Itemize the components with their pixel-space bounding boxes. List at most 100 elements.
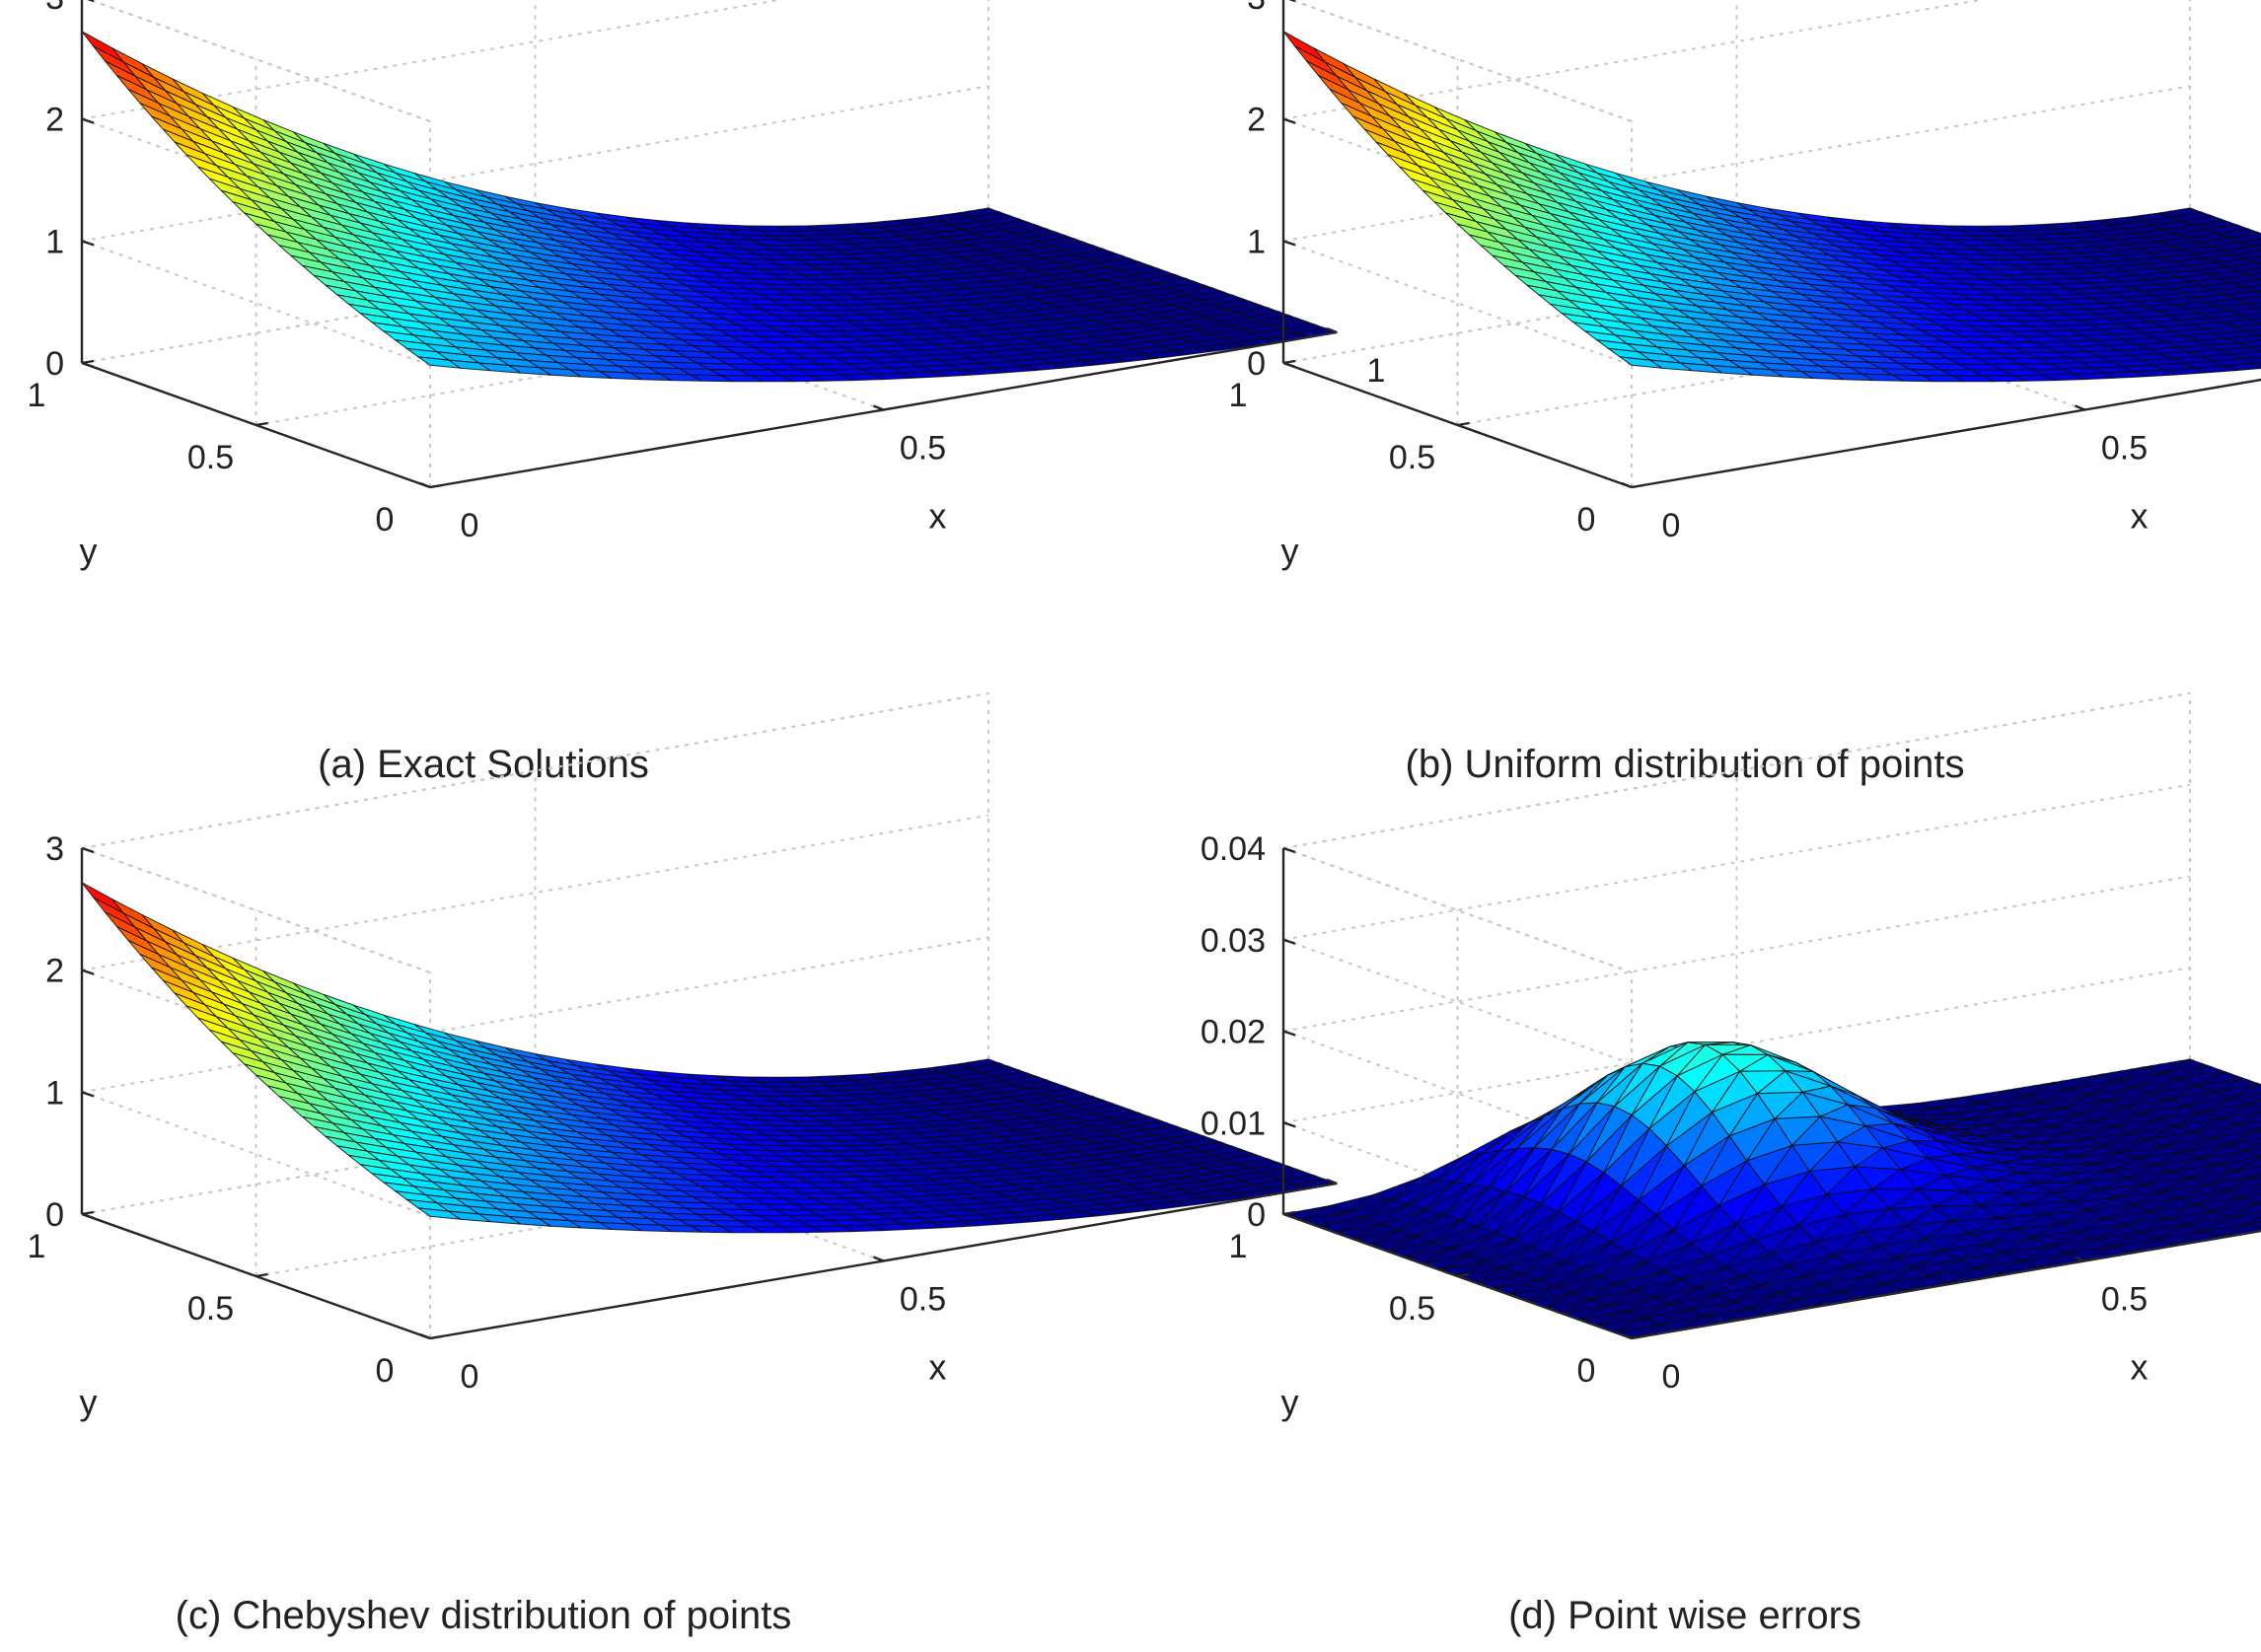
x-axis-label: x <box>929 496 947 537</box>
y-axis-label: y <box>80 1382 98 1422</box>
z-tick-label: 0 <box>1247 345 1266 383</box>
x-tick-label: 0 <box>461 507 479 544</box>
y-tick-mark <box>429 1334 443 1340</box>
surface <box>81 882 1339 1234</box>
z-tick-label: 0 <box>45 1196 64 1234</box>
z-tick-mark <box>1288 0 1296 3</box>
surface <box>1282 31 2261 383</box>
surface-patch <box>2236 1119 2261 1131</box>
y-tick-label: 0 <box>376 1352 395 1390</box>
z-tick-mark <box>87 0 95 3</box>
y-tick-label: 0 <box>1577 501 1596 539</box>
z-tick-mark <box>81 361 95 369</box>
z-tick-mark <box>81 117 95 124</box>
x-tick-mark <box>2075 404 2085 411</box>
surface-patch <box>2255 1127 2261 1131</box>
grid-line <box>87 0 431 122</box>
y-tick-label: 0.5 <box>1389 1290 1435 1328</box>
x-tick-label: 0 <box>1662 507 1681 544</box>
z-tick-label: 2 <box>45 102 64 139</box>
surface-patch <box>2240 312 2261 321</box>
z-tick-mark <box>1282 1030 1296 1037</box>
z-tick-mark <box>81 846 95 854</box>
surface-patch <box>2254 290 2261 295</box>
grid-line <box>81 1091 431 1218</box>
z-tick-mark <box>1282 1121 1296 1128</box>
y-tick-mark <box>1457 1272 1470 1278</box>
z-tick-mark <box>81 969 95 975</box>
grid-line <box>1288 0 1633 122</box>
y-tick-mark <box>1631 483 1644 489</box>
z-tick-label: 1 <box>45 223 64 260</box>
surface-patch <box>2240 238 2261 248</box>
y-tick-label: 0 <box>376 501 395 539</box>
z-tick-mark <box>1282 938 1296 945</box>
y-tick-label: 1 <box>1229 1228 1248 1265</box>
z-tick-label: 3 <box>1247 0 1266 17</box>
x-axis-label: x <box>2131 1347 2149 1388</box>
x-tick-mark <box>873 1256 884 1262</box>
y-tick-mark <box>1631 1334 1644 1340</box>
z-tick-label: 0.01 <box>1201 1105 1266 1142</box>
y-tick-label: 0.5 <box>1389 439 1435 476</box>
z-tick-label: 0 <box>45 345 64 383</box>
z-tick-mark <box>81 240 95 247</box>
surface-patch <box>2231 278 2261 288</box>
surface-patch <box>2238 267 2261 276</box>
surface-patch <box>2238 1113 2261 1125</box>
surface-patch <box>2242 356 2261 364</box>
z-tick-mark <box>1282 1212 1296 1220</box>
surface-patch <box>2250 244 2261 251</box>
z-tick-label: 3 <box>45 830 64 868</box>
surface-patch <box>2233 323 2261 332</box>
y-tick-label: 0.5 <box>187 439 234 476</box>
surface-patch <box>2233 250 2261 259</box>
x-tick-mark <box>1621 1332 1633 1340</box>
x-tick-mark <box>1326 326 1338 334</box>
z-tick-label: 1 <box>45 1074 64 1112</box>
surface-patch <box>2250 1175 2261 1182</box>
y-tick-label: 0 <box>1577 1352 1596 1390</box>
surface-patch <box>2252 1172 2261 1178</box>
surface <box>81 31 1339 383</box>
x-tick-label: 0 <box>1662 1358 1681 1396</box>
y-axis-label: y <box>80 531 98 571</box>
surface-patch <box>2249 345 2261 352</box>
surface-patch <box>2254 362 2261 367</box>
x-tick-mark <box>2075 1256 2085 1262</box>
z-tick-mark <box>81 1212 95 1220</box>
y-tick-mark <box>1457 421 1470 427</box>
y-tick-mark <box>255 421 268 427</box>
surface <box>1281 1041 2261 1339</box>
surface-patch <box>2245 328 2261 336</box>
z-tick-mark <box>81 1091 95 1098</box>
x-tick-label: 0 <box>461 1358 479 1396</box>
subplot-caption: (d) Point wise errors <box>1508 1594 1861 1637</box>
y-tick-mark <box>429 483 443 489</box>
x-tick-label: 0.5 <box>900 1281 946 1319</box>
z-tick-mark <box>1282 846 1296 854</box>
z-tick-mark <box>1282 240 1296 247</box>
z-tick-label: 0.02 <box>1201 1014 1266 1051</box>
surface-patch <box>2232 1166 2261 1179</box>
z-tick-label: 0.04 <box>1201 830 1266 868</box>
y-tick-label: 1 <box>28 377 46 414</box>
z-tick-mark <box>1282 361 1296 369</box>
surface-patch <box>2246 1221 2261 1229</box>
z-tick-label: 2 <box>45 953 64 990</box>
y-tick-mark <box>255 1272 268 1278</box>
surface-patch <box>2247 1102 2261 1110</box>
surface-patch <box>2241 1186 2261 1198</box>
y-axis-label: y <box>1281 531 1299 571</box>
x-tick-mark <box>419 1332 431 1340</box>
surface-patch <box>2247 301 2261 309</box>
surface-patch <box>2257 261 2261 265</box>
x-tick-label: 1 <box>1367 352 1386 390</box>
